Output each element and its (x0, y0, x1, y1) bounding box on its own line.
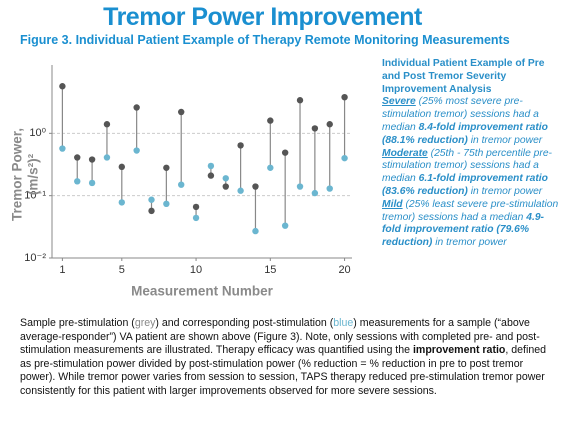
grey: grey (134, 317, 156, 329)
plain: (25th - 75th percentile pre-stimulation … (382, 147, 552, 185)
x-axis-label: Measurement Number (131, 284, 274, 299)
marker (74, 154, 81, 161)
marker (88, 156, 96, 163)
marker (237, 187, 244, 194)
plain: Sample pre-stimulation ( (20, 317, 135, 329)
plain: in tremor power (467, 185, 543, 197)
plain: in tremor power (467, 134, 543, 146)
marker (296, 97, 304, 104)
caption: Sample pre-stimulation (grey) and corres… (20, 317, 552, 399)
x-tick-label: 10 (190, 264, 202, 276)
marker (281, 149, 289, 156)
marker (341, 93, 348, 101)
plain: in tremor power (432, 237, 507, 249)
plain: (25% most severe pre-stimulation tremor)… (382, 96, 539, 133)
marker (237, 142, 244, 149)
marker (163, 164, 170, 171)
marker (207, 172, 215, 179)
strong: improvement ratio (412, 344, 506, 357)
marker (133, 104, 140, 111)
plain: (25% least severe pre-stimulation tremor… (382, 198, 559, 223)
title: Tremor Power Improvement (103, 3, 422, 31)
p: Mild (25% least severe pre-stimulation t… (382, 199, 560, 250)
marker (341, 154, 348, 162)
blue: blue (333, 317, 354, 329)
marker (59, 83, 66, 90)
marker (74, 178, 81, 185)
side-note: Individual Patient Example of Pre and Po… (382, 58, 560, 250)
marker (118, 163, 126, 171)
plain: ) measurements for a sample (“above aver… (20, 317, 540, 357)
p: Moderate (25th - 75th percentile pre-sti… (382, 148, 560, 199)
marker (252, 227, 259, 235)
marker (192, 203, 200, 211)
y-tick-label: 10⁻¹ (24, 190, 46, 202)
x-tick-label: 20 (338, 264, 350, 276)
marker (148, 196, 155, 203)
marker (326, 185, 333, 192)
marker (163, 200, 170, 208)
term: Mild (382, 198, 403, 210)
y-tick-label: 10⁰ (29, 127, 46, 139)
marker (103, 154, 111, 161)
marker (222, 175, 229, 182)
x-tick-label: 1 (59, 264, 65, 276)
x-tick-label: 5 (119, 264, 125, 276)
p: Severe (25% most severe pre-stimulation … (382, 96, 560, 147)
marker (311, 125, 319, 132)
marker (222, 183, 229, 190)
marker (148, 207, 155, 215)
strong: 4.9-fold improvement ratio (79.6% reduct… (382, 211, 544, 249)
marker (326, 121, 333, 128)
plain: ) and corresponding post-stimulation ( (155, 317, 334, 329)
x-tick-label: 15 (264, 264, 276, 276)
marker (207, 162, 215, 170)
term: Severe (382, 96, 416, 108)
term: Moderate (382, 147, 428, 159)
y-tick-label: 10⁻² (24, 252, 46, 264)
marker (267, 164, 274, 171)
marker (178, 181, 185, 188)
y-axis-label: Tremor Power, (10, 128, 25, 221)
marker (118, 199, 126, 206)
strong: 6.1-fold improvement ratio (83.6% reduct… (382, 173, 548, 197)
marker (178, 108, 185, 116)
marker (252, 183, 259, 190)
strong: 8.4-fold improvement ratio (88.1% reduct… (382, 121, 548, 146)
subtitle: Figure 3. Individual Patient Example of … (20, 33, 510, 47)
marker (59, 145, 66, 152)
marker (296, 183, 304, 190)
marker (281, 222, 289, 229)
side-heading: Individual Patient Example of Pre and Po… (382, 58, 545, 95)
marker (103, 121, 111, 128)
plain: , defined as pre-stimulation power divid… (20, 344, 547, 397)
marker (88, 179, 96, 187)
y-axis-label: (m/s²)² (26, 153, 41, 195)
marker (133, 147, 140, 154)
marker (267, 117, 274, 124)
marker (192, 214, 200, 222)
marker (311, 189, 319, 197)
